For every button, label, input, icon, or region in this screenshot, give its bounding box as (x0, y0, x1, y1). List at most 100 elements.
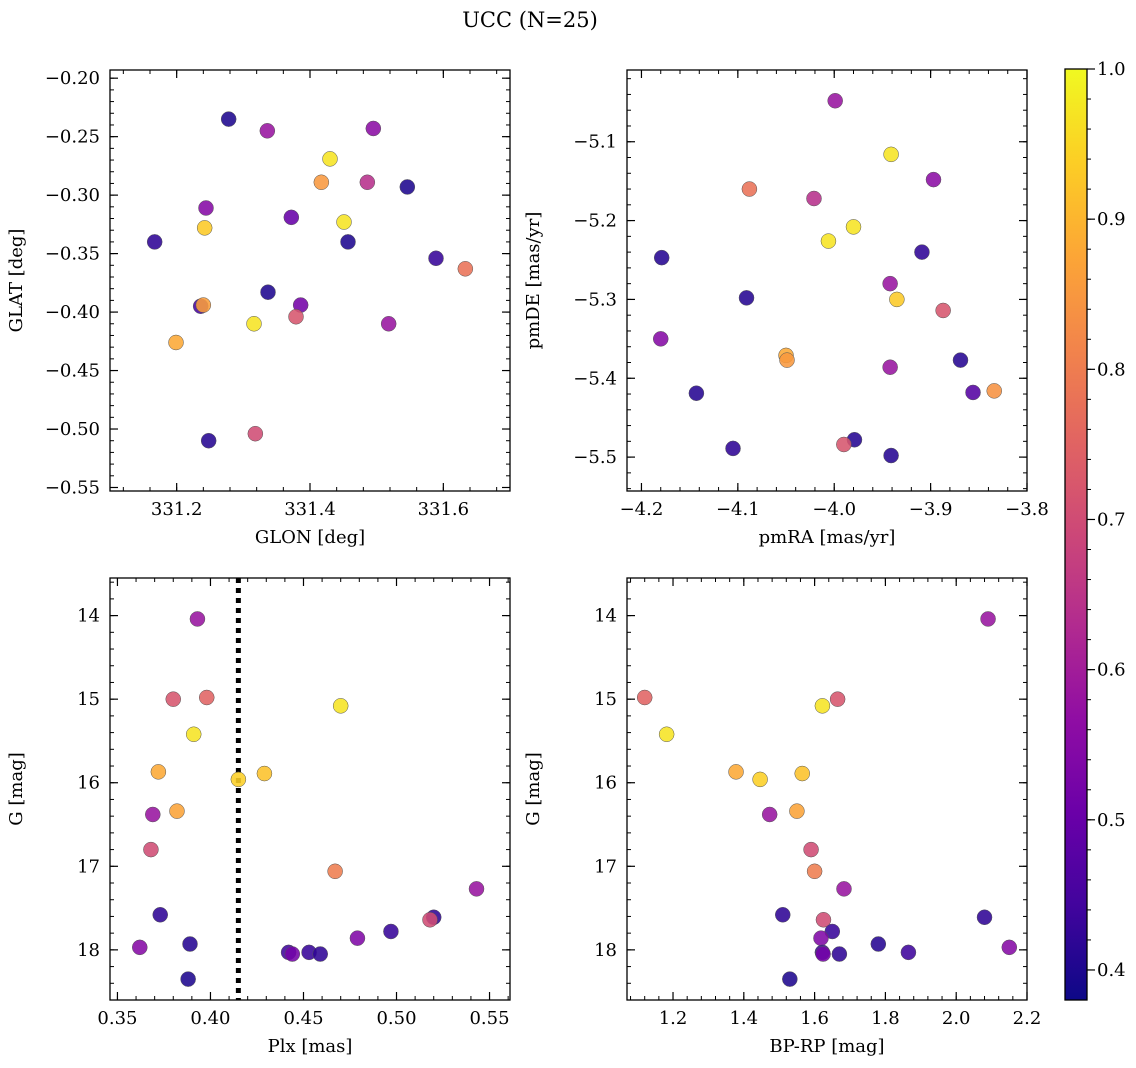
data-point (332, 698, 349, 714)
data-point (288, 309, 304, 325)
y-tick-label: −0.20 (45, 68, 100, 89)
data-point (976, 909, 993, 926)
data-point (986, 383, 1002, 399)
data-point (725, 440, 741, 457)
x-tick-label: 1.6 (800, 1008, 829, 1029)
panel-pmra-pmde: −4.2 −4.1 −4.0 −3.9 −3.8 −5.1 −5.2 −5.3 −5.4 −5.5… (523, 69, 1049, 548)
data-point (383, 923, 399, 940)
data-point (900, 944, 917, 961)
panel-glon-glat: 331.2 331.4 331.6 −0.20 −0.25 −0.30 −0.35 −0.40… (6, 68, 511, 548)
data-point (196, 220, 213, 236)
data-point (845, 219, 862, 235)
y-tick-label: −5.3 (573, 289, 617, 310)
colorbar: 0.4 0.5 0.6 0.7 0.8 0.9 1.0 (1064, 59, 1126, 1001)
data-point (283, 209, 300, 226)
data-point (132, 939, 148, 956)
data-point (831, 946, 848, 962)
data-point (195, 297, 212, 313)
figure-title: UCC (N=25) (462, 8, 598, 32)
x-tick-label: −3.9 (909, 499, 953, 520)
y-tick-label: 17 (594, 856, 617, 877)
data-point (636, 689, 653, 706)
y-axis-label: G [mag] (6, 752, 27, 825)
data-point (814, 698, 831, 714)
data-point (803, 841, 819, 858)
y-tick-label: −5.5 (573, 447, 617, 468)
x-tick-label: 2.2 (1013, 1008, 1042, 1029)
data-point (349, 930, 366, 946)
x-tick-label: 331.6 (418, 499, 470, 520)
y-axis-label: pmDE [mas/yr] (523, 212, 544, 350)
data-point (779, 352, 795, 368)
x-tick-label: 2.0 (942, 1008, 971, 1029)
x-axis-label: GLON [deg] (255, 527, 365, 548)
colorbar-tick-label: 1.0 (1097, 59, 1126, 80)
data-point (652, 331, 669, 347)
y-tick-label: 16 (594, 773, 617, 794)
data-point (165, 691, 182, 707)
data-point (658, 726, 675, 743)
y-axis-label: G [mag] (523, 752, 544, 825)
data-point (380, 316, 397, 332)
x-tick-label: 0.40 (190, 1008, 230, 1029)
y-axis-label: GLAT [deg] (6, 229, 27, 333)
x-tick-label: −4.2 (620, 499, 664, 520)
data-point (1001, 939, 1018, 956)
plot-frame (109, 69, 511, 492)
y-tick-label: 16 (77, 773, 100, 794)
y-tick-label: 15 (594, 689, 617, 710)
data-point (914, 244, 930, 260)
x-tick-label: 0.50 (376, 1008, 416, 1029)
colorbar-tick-label: 0.5 (1097, 810, 1126, 831)
colorbar-bar (1064, 68, 1088, 1001)
y-tick-label: −0.35 (45, 244, 100, 265)
data-point (365, 120, 382, 137)
data-point (775, 907, 791, 923)
data-point (952, 352, 969, 368)
data-point (688, 385, 705, 401)
data-point (752, 771, 768, 788)
x-axis-label: pmRA [mas/yr] (759, 527, 896, 548)
x-axis-label: Plx [mas] (268, 1036, 353, 1057)
data-point (836, 881, 852, 897)
y-tick-label: −0.50 (45, 419, 100, 440)
data-point (143, 841, 159, 858)
plot-frame (109, 577, 511, 1001)
data-point (741, 181, 758, 197)
data-point (399, 179, 416, 195)
y-tick-label: −5.2 (573, 211, 617, 232)
data-point (182, 936, 198, 952)
data-point (169, 803, 185, 819)
x-tick-label: 0.35 (97, 1008, 137, 1029)
data-point (820, 233, 837, 249)
y-tick-label: −0.45 (45, 361, 100, 382)
x-tick-label: 1.2 (659, 1008, 688, 1029)
y-tick-label: 18 (594, 940, 617, 961)
y-tick-label: −5.1 (573, 132, 617, 153)
data-point (836, 436, 852, 453)
x-tick-label: −4.1 (716, 499, 760, 520)
data-point (327, 863, 343, 880)
y-tick-label: 17 (77, 856, 100, 877)
data-point (935, 302, 951, 319)
data-point (457, 261, 474, 277)
x-tick-label: 0.45 (283, 1008, 323, 1029)
data-point (284, 946, 301, 962)
plot-frame (626, 69, 1028, 492)
data-point (980, 611, 996, 627)
data-point (782, 971, 798, 987)
data-point (761, 806, 778, 823)
data-point (965, 384, 981, 401)
data-point (882, 275, 898, 292)
panel-bprp-g: 1.2 1.4 1.6 1.8 2.0 2.2 14 15 16 17 18 BP-RP [mag] G… (523, 577, 1042, 1057)
x-tick-label: −4.0 (812, 499, 856, 520)
data-point (428, 250, 444, 267)
y-tick-label: 14 (77, 606, 100, 627)
data-point (806, 190, 822, 207)
data-point (145, 806, 161, 823)
y-tick-label: −0.40 (45, 302, 100, 323)
colorbar-tick-label: 0.7 (1097, 509, 1126, 530)
data-point (185, 726, 202, 743)
data-point (359, 174, 376, 191)
